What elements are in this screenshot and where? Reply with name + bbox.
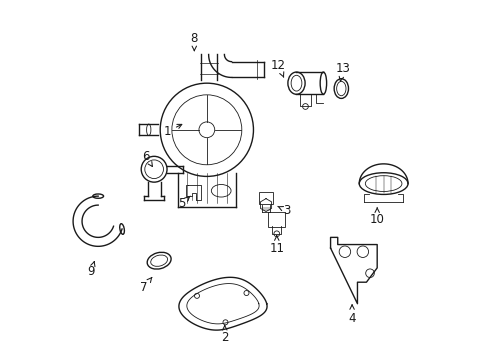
- Text: 1: 1: [163, 125, 182, 138]
- Text: 5: 5: [178, 196, 190, 210]
- Text: 9: 9: [87, 262, 95, 278]
- Text: 10: 10: [369, 207, 384, 226]
- Text: 6: 6: [142, 150, 152, 167]
- Text: 7: 7: [140, 278, 151, 294]
- Text: 2: 2: [221, 325, 228, 344]
- Text: 13: 13: [335, 62, 350, 81]
- Text: 11: 11: [269, 236, 284, 255]
- Text: 3: 3: [277, 204, 290, 217]
- Text: 12: 12: [270, 59, 285, 77]
- Text: 4: 4: [347, 305, 355, 325]
- Text: 8: 8: [190, 32, 198, 51]
